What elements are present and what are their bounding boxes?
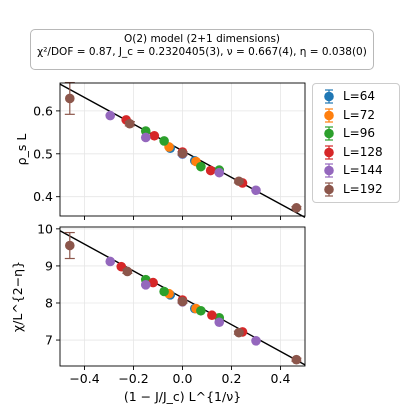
data-point: [125, 118, 135, 129]
legend: L=64 L=72 L=96 L=128 L=144 L=192: [312, 83, 400, 203]
data-point: [291, 203, 302, 213]
data-point: [159, 286, 169, 297]
legend-item: L=128: [313, 144, 399, 161]
data-point: [105, 256, 116, 267]
data-point: [140, 280, 151, 290]
data-point: [214, 167, 225, 178]
legend-label: L=144: [343, 163, 383, 177]
data-point: [291, 354, 302, 365]
legend-marker: [324, 181, 334, 197]
data-point: [105, 110, 116, 121]
legend-marker: [324, 144, 334, 160]
data-point: [159, 136, 169, 146]
data-point: [177, 148, 188, 159]
legend-label: L=64: [343, 89, 376, 103]
x-tick-label: 0.2: [222, 371, 242, 386]
x-tick-label: 0.0: [173, 371, 193, 386]
data-point: [149, 130, 160, 141]
data-point: [251, 185, 261, 196]
data-point: [122, 266, 133, 277]
y-tick-label: 9: [45, 258, 53, 273]
legend-label: L=192: [343, 181, 383, 196]
data-point: [65, 93, 75, 104]
legend-item: L=144: [313, 162, 399, 179]
data-point: [148, 277, 158, 288]
chart-title: O(2) model (2+1 dimensions): [123, 33, 281, 45]
data-point: [207, 310, 217, 321]
data-point: [234, 176, 244, 187]
legend-item: L=72: [313, 107, 399, 124]
data-point: [251, 335, 261, 346]
data-point: [65, 240, 75, 251]
legend-item: L=64: [313, 88, 399, 105]
legend-marker: [324, 107, 334, 123]
y-tick-label: 7: [45, 333, 53, 348]
legend-marker: [324, 126, 334, 141]
data-point: [196, 305, 206, 316]
legend-label: L=72: [343, 107, 376, 122]
data-point: [196, 161, 206, 172]
x-tick-label: −0.4: [69, 371, 99, 386]
y-axis-label: ρ_s L: [14, 134, 29, 166]
data-point: [140, 132, 151, 143]
legend-item: L=96: [313, 125, 399, 142]
data-point: [234, 327, 244, 338]
y-tick-label: 10: [37, 221, 53, 236]
legend-label: L=96: [343, 126, 376, 140]
x-tick-label: 0.4: [271, 371, 291, 386]
legend-label: L=128: [343, 144, 383, 159]
y-axis-label: χ/L^{2−η}: [10, 261, 25, 332]
x-tick-label: −0.2: [118, 371, 148, 386]
data-point: [214, 317, 225, 328]
panel-1: 0.4 0.5 0.6 ρ_s L: [14, 81, 306, 220]
y-tick-label: 8: [45, 295, 53, 310]
title-box: O(2) model (2+1 dimensions) χ²/DOF = 0.8…: [30, 29, 374, 70]
x-axis-label: (1 − J/J_c) L^{1/ν}: [124, 389, 241, 404]
data-point: [205, 165, 216, 176]
panel-2: 7 8 9 10 −0.4 −0.2 0.0 0.2 0.4 χ/L^{2−η} (1 − J/J_…: [10, 221, 306, 404]
legend-marker: [324, 163, 334, 178]
chart-subtitle: χ²/DOF = 0.87, J_c = 0.2320405(3), ν = 0…: [37, 46, 367, 58]
y-tick-label: 0.4: [33, 189, 53, 204]
y-tick-label: 0.5: [33, 146, 53, 161]
legend-marker: [324, 89, 334, 104]
data-point: [177, 296, 188, 307]
y-tick-label: 0.6: [33, 103, 53, 118]
legend-item: L=192: [313, 181, 399, 198]
